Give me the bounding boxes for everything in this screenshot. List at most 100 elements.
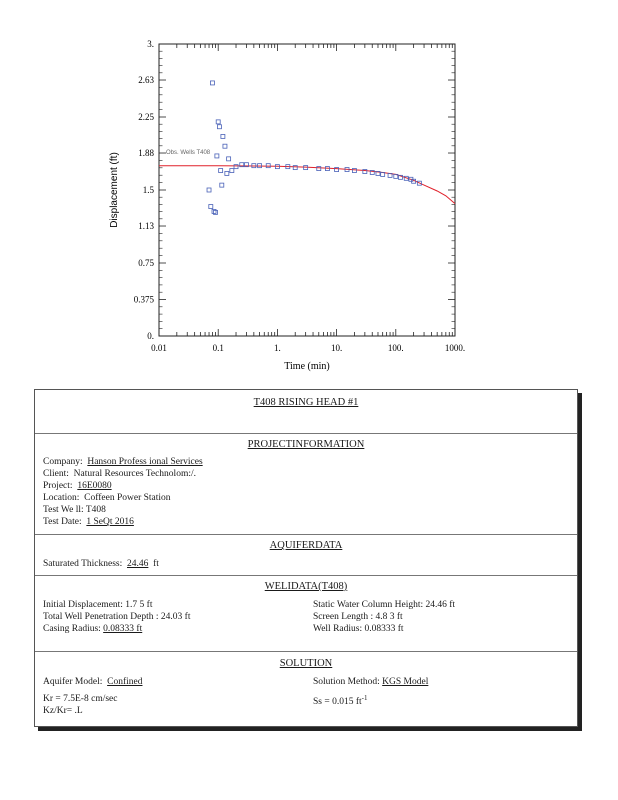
test-date-label: Test Date: — [43, 517, 82, 527]
data-point — [239, 162, 245, 168]
data-point — [265, 163, 271, 169]
report-panel: T408 RISING HEAD #1 PROJECTINFORMATION C… — [34, 389, 578, 727]
total-penetration: Total Well Penetration Depth : 24.03 ft — [43, 612, 191, 622]
casing-radius-value: 0.08333 ft — [103, 624, 143, 634]
data-point — [316, 166, 322, 171]
obs-wells-annotation: Obs. Wells T408 — [166, 150, 211, 156]
data-point — [233, 164, 239, 170]
data-point — [362, 169, 368, 174]
data-point — [369, 170, 375, 175]
data-point — [303, 165, 309, 171]
data-point — [244, 162, 249, 168]
y-tick-label: 2.25 — [138, 112, 154, 122]
x-axis-ticks — [158, 44, 453, 336]
y-axis-tick-labels: 0. 0.375 0.75 1.13 1.5 1.88 2.25 2.63 3. — [134, 39, 155, 341]
y-axis-label: Displacement (ft) — [109, 152, 120, 228]
data-point — [251, 163, 257, 169]
y-tick-label: 1.13 — [138, 221, 154, 231]
data-point — [214, 153, 220, 159]
data-point — [213, 209, 218, 215]
x-tick-label: 1000. — [445, 343, 465, 353]
data-point — [403, 175, 409, 181]
location-line: Location: Coffeen Power Station — [43, 493, 171, 503]
company-line: Company: Hanson Profess ional Services — [43, 457, 203, 467]
data-point — [219, 182, 225, 188]
aquifer-data-heading: AQUIFERDATA — [269, 540, 343, 551]
saturated-thickness-value: 24.46 — [127, 559, 149, 569]
test-date-value: 1 SeQt 2016 — [86, 517, 134, 527]
data-point — [257, 163, 262, 169]
data-point — [211, 209, 217, 214]
y-axis-ticks — [159, 43, 455, 337]
x-axis-label: Time (min) — [284, 361, 329, 372]
data-point — [416, 180, 422, 186]
y-tick-label: 0. — [147, 331, 154, 341]
x-tick-label: 100. — [388, 343, 404, 353]
well-radius-line: Well Radius: 0.08333 ft — [313, 624, 404, 634]
data-point — [218, 168, 224, 173]
y-tick-label: 1.88 — [138, 148, 154, 158]
test-well-label: Test We ll: — [43, 505, 84, 515]
x-tick-label: 1. — [274, 343, 281, 353]
saturated-thickness-unit: ft — [153, 559, 159, 569]
data-point — [229, 168, 235, 173]
kz-kr-value: Kz/Kr= .L — [43, 706, 83, 716]
test-well-line: Test We ll: T408 — [43, 505, 106, 515]
data-point — [210, 80, 215, 86]
fitted-curve — [159, 165, 456, 204]
location-value: Coffeen Power Station — [84, 493, 171, 503]
data-point — [206, 187, 212, 193]
data-point — [398, 174, 403, 180]
x-tick-label: 0.01 — [151, 343, 167, 353]
data-point — [224, 171, 230, 176]
ss-exponent: -1 — [361, 694, 368, 702]
data-point — [217, 124, 222, 130]
ss-value: Ss = 0.015 ft — [313, 697, 362, 708]
data-point — [222, 143, 228, 149]
well-radius-value: 0.08333 ft — [364, 624, 404, 634]
project-value: 16E0080 — [77, 481, 112, 491]
data-point — [411, 178, 417, 184]
y-tick-label: 2.63 — [138, 75, 154, 85]
x-tick-label: 0.1 — [213, 343, 224, 353]
test-well-value: T408 — [85, 505, 106, 515]
screen-length: Screen Length : 4.8 3 ft — [313, 612, 403, 622]
data-point — [208, 204, 214, 209]
data-point — [220, 134, 226, 139]
client-line: Client: Natural Resources Technolom:/. — [43, 469, 196, 479]
displacement-chart: 0.01 0.1 1. 10. 100. 1000. 0. 0.375 0.75 1.13 1.5… — [109, 39, 465, 372]
solution-method-value: KGS Model — [382, 677, 429, 687]
data-point — [285, 164, 291, 170]
data-point — [334, 167, 340, 172]
client-value: Natural Resources Technolom:/. — [73, 469, 196, 479]
data-point — [352, 168, 357, 173]
aquifer-model-line: Aquifer Model: Confined — [43, 677, 142, 687]
data-point — [380, 172, 386, 177]
test-date-line: Test Date: 1 SeQt 2016 — [43, 517, 134, 527]
company-label: Company: — [43, 457, 83, 467]
data-point — [226, 156, 232, 162]
solution-method-line: Solution Method: KGS Model — [313, 677, 428, 687]
saturated-thickness-label: Saturated Thickness: — [43, 559, 123, 569]
plot-area — [158, 43, 456, 337]
aquifer-model-label: Aquifer Model: — [43, 677, 103, 687]
x-axis-tick-labels: 0.01 0.1 1. 10. 100. 1000. — [151, 343, 465, 353]
solution-heading: SOLUTION — [279, 658, 333, 669]
data-point — [292, 165, 298, 171]
y-tick-label: 0.375 — [134, 295, 155, 305]
observed-points — [206, 80, 422, 215]
initial-displacement: Initial Displacement: 1.7 5 ft — [43, 600, 153, 610]
data-point — [387, 172, 393, 178]
project-info-heading: PROJECTINFORMATION — [247, 439, 365, 450]
aquifer-model-value: Confined — [107, 677, 143, 687]
solution-method-label: Solution Method: — [313, 677, 380, 687]
casing-radius-label: Casing Radius: — [43, 624, 101, 634]
y-tick-label: 0.75 — [138, 258, 154, 268]
data-point — [375, 171, 381, 176]
divider — [35, 575, 577, 576]
divider — [35, 651, 577, 652]
ss-line: Ss = 0.015 ft-1 — [313, 694, 368, 707]
x-tick-label: 10. — [331, 343, 342, 353]
kr-value: Kr = 7.5E-8 cm/sec — [43, 694, 118, 704]
saturated-thickness-line: Saturated Thickness: 24.46 ft — [43, 559, 159, 569]
